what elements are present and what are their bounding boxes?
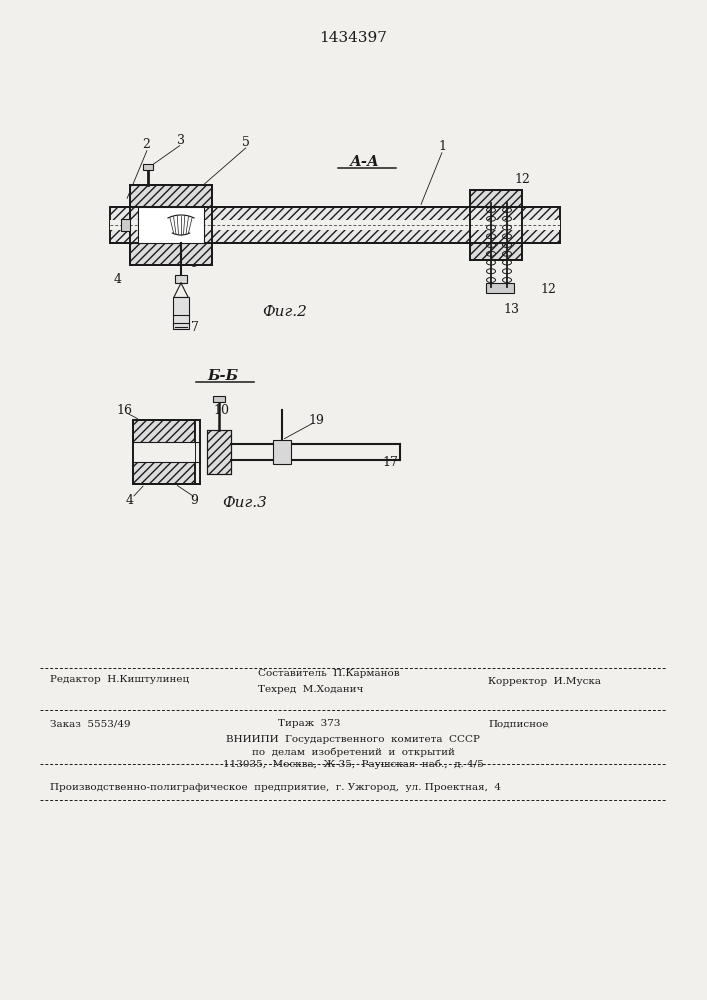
Bar bbox=[273, 440, 291, 464]
Text: Фиг.2: Фиг.2 bbox=[262, 305, 308, 319]
Text: Техред  М.Ходанич: Техред М.Ходанич bbox=[258, 686, 363, 694]
Text: по  делам  изобретений  и  открытий: по делам изобретений и открытий bbox=[252, 747, 455, 757]
Bar bbox=[110, 207, 560, 225]
Text: Редактор  Н.Киштулинец: Редактор Н.Киштулинец bbox=[50, 676, 189, 684]
Text: Заказ  5553/49: Заказ 5553/49 bbox=[50, 720, 131, 728]
Text: Составитель  П.Карманов: Составитель П.Карманов bbox=[258, 670, 399, 678]
Text: 6: 6 bbox=[189, 257, 197, 270]
Text: 10: 10 bbox=[213, 404, 229, 417]
Text: 12: 12 bbox=[540, 283, 556, 296]
Bar bbox=[143, 164, 153, 170]
Bar bbox=[121, 219, 130, 231]
Bar bbox=[173, 297, 189, 329]
Bar bbox=[138, 207, 204, 243]
Bar bbox=[130, 243, 212, 265]
Bar bbox=[213, 396, 225, 402]
Text: Производственно-полиграфическое  предприятие,  г. Ужгород,  ул. Проектная,  4: Производственно-полиграфическое предприя… bbox=[50, 784, 501, 792]
Text: Б-Б: Б-Б bbox=[207, 369, 238, 383]
Bar bbox=[470, 190, 522, 207]
Text: 7: 7 bbox=[191, 321, 199, 334]
Bar bbox=[133, 442, 195, 462]
Bar bbox=[110, 220, 560, 230]
Text: 3: 3 bbox=[177, 134, 185, 147]
Text: Корректор  И.Муска: Корректор И.Муска bbox=[488, 678, 601, 686]
Text: 4: 4 bbox=[126, 494, 134, 507]
Bar bbox=[470, 243, 522, 260]
Text: Подписное: Подписное bbox=[488, 720, 549, 728]
Text: 5: 5 bbox=[242, 136, 250, 149]
Text: 12: 12 bbox=[514, 173, 530, 186]
Text: 17: 17 bbox=[382, 456, 398, 469]
Bar bbox=[110, 225, 560, 243]
Text: 16: 16 bbox=[116, 404, 132, 417]
Text: Фиг.3: Фиг.3 bbox=[223, 496, 267, 510]
Text: 4: 4 bbox=[114, 273, 122, 286]
Text: 9: 9 bbox=[190, 494, 198, 507]
Text: 1: 1 bbox=[438, 140, 446, 153]
Text: 13: 13 bbox=[503, 303, 519, 316]
Bar bbox=[130, 185, 212, 207]
Text: 2: 2 bbox=[142, 138, 150, 151]
Bar bbox=[486, 283, 514, 293]
Text: А-А: А-А bbox=[350, 155, 380, 169]
Text: ВНИИПИ  Государственного  комитета  СССР: ВНИИПИ Государственного комитета СССР bbox=[226, 736, 480, 744]
Text: 19: 19 bbox=[308, 414, 324, 427]
Text: Тираж  373: Тираж 373 bbox=[278, 720, 341, 728]
Bar bbox=[207, 430, 231, 474]
Bar bbox=[175, 275, 187, 283]
Text: 113035,  Москва,  Ж-35,  Раушская  наб.,  д. 4/5: 113035, Москва, Ж-35, Раушская наб., д. … bbox=[223, 759, 484, 769]
Text: 1434397: 1434397 bbox=[319, 31, 387, 45]
Bar bbox=[133, 420, 195, 484]
